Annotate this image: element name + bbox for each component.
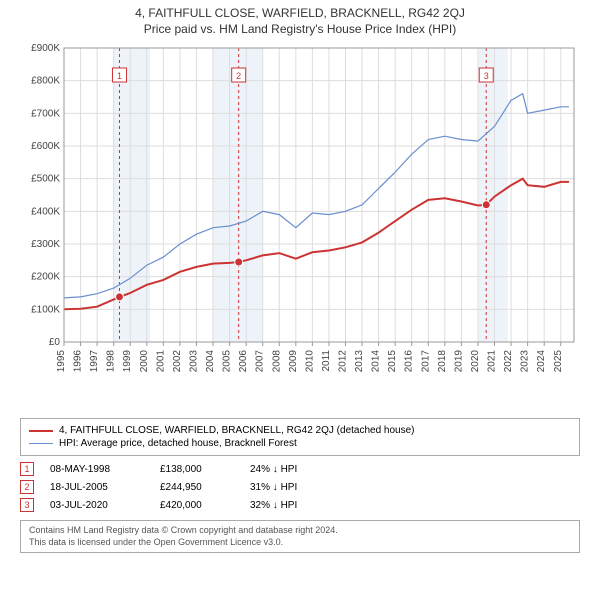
svg-text:2018: 2018 [437,350,448,373]
svg-text:2021: 2021 [487,350,498,373]
event-hpi: 24% ↓ HPI [250,464,297,475]
svg-text:2011: 2011 [321,350,332,372]
footer-line: This data is licensed under the Open Gov… [29,537,571,549]
svg-text:1: 1 [117,71,122,81]
legend-swatch [29,430,53,432]
svg-text:2012: 2012 [337,350,348,373]
svg-text:£200K: £200K [31,272,60,283]
chart-container: 4, FAITHFULL CLOSE, WARFIELD, BRACKNELL,… [0,0,600,590]
svg-text:£600K: £600K [31,141,60,152]
svg-text:2014: 2014 [371,350,382,373]
event-hpi: 32% ↓ HPI [250,500,297,511]
svg-text:2007: 2007 [255,350,266,373]
event-date: 18-JUL-2005 [50,482,160,493]
footer-line: Contains HM Land Registry data © Crown c… [29,525,571,537]
svg-text:2025: 2025 [553,350,564,373]
event-date: 03-JUL-2020 [50,500,160,511]
event-marker: 3 [20,498,34,512]
svg-text:2016: 2016 [404,350,415,373]
event-row: 3 03-JUL-2020 £420,000 32% ↓ HPI [20,498,580,512]
svg-text:£300K: £300K [31,239,60,250]
svg-text:1999: 1999 [122,350,133,373]
legend: 4, FAITHFULL CLOSE, WARFIELD, BRACKNELL,… [20,418,580,456]
event-marker: 2 [20,480,34,494]
line-chart: £0 £100K £200K £300K £400K £500K £600K £700K £80… [20,42,580,412]
svg-text:£0: £0 [49,337,61,348]
svg-text:£900K: £900K [31,43,60,54]
svg-text:2006: 2006 [238,350,249,373]
event-date: 08-MAY-1998 [50,464,160,475]
event-price: £138,000 [160,464,250,475]
svg-text:£700K: £700K [31,108,60,119]
svg-text:2004: 2004 [205,350,216,373]
event-marker: 1 [20,462,34,476]
svg-text:2002: 2002 [172,350,183,373]
event-row: 1 08-MAY-1998 £138,000 24% ↓ HPI [20,462,580,476]
svg-text:2000: 2000 [139,350,150,373]
svg-text:1996: 1996 [73,350,84,373]
svg-text:2005: 2005 [222,350,233,373]
svg-text:2: 2 [236,71,241,81]
svg-text:£500K: £500K [31,174,60,185]
svg-text:2017: 2017 [420,350,431,373]
title-sub: Price paid vs. HM Land Registry's House … [10,22,590,36]
svg-text:2022: 2022 [503,350,514,373]
legend-label: 4, FAITHFULL CLOSE, WARFIELD, BRACKNELL,… [59,425,415,436]
svg-text:2023: 2023 [520,350,531,373]
legend-label: HPI: Average price, detached house, Brac… [59,438,297,449]
legend-swatch [29,443,53,444]
svg-text:£800K: £800K [31,76,60,87]
event-price: £244,950 [160,482,250,493]
title-block: 4, FAITHFULL CLOSE, WARFIELD, BRACKNELL,… [0,0,600,38]
svg-text:£400K: £400K [31,206,60,217]
svg-text:2013: 2013 [354,350,365,373]
legend-item: HPI: Average price, detached house, Brac… [29,438,571,449]
svg-text:2009: 2009 [288,350,299,373]
svg-text:2001: 2001 [155,350,166,373]
legend-item: 4, FAITHFULL CLOSE, WARFIELD, BRACKNELL,… [29,425,571,436]
event-price: £420,000 [160,500,250,511]
svg-text:2019: 2019 [453,350,464,373]
footer: Contains HM Land Registry data © Crown c… [20,520,580,553]
svg-text:1997: 1997 [89,350,100,373]
chart-svg: £0 £100K £200K £300K £400K £500K £600K £700K £80… [20,42,580,412]
svg-text:£100K: £100K [31,304,60,315]
svg-text:2015: 2015 [387,350,398,373]
svg-text:1998: 1998 [106,350,117,373]
event-row: 2 18-JUL-2005 £244,950 31% ↓ HPI [20,480,580,494]
svg-text:2020: 2020 [470,350,481,373]
events-table: 1 08-MAY-1998 £138,000 24% ↓ HPI 2 18-JU… [20,462,580,512]
svg-text:3: 3 [484,71,489,81]
svg-text:2024: 2024 [536,350,547,373]
title-main: 4, FAITHFULL CLOSE, WARFIELD, BRACKNELL,… [10,6,590,20]
svg-text:2010: 2010 [304,350,315,373]
svg-text:2008: 2008 [271,350,282,373]
svg-text:2003: 2003 [188,350,199,373]
svg-text:1995: 1995 [56,350,67,373]
event-hpi: 31% ↓ HPI [250,482,297,493]
